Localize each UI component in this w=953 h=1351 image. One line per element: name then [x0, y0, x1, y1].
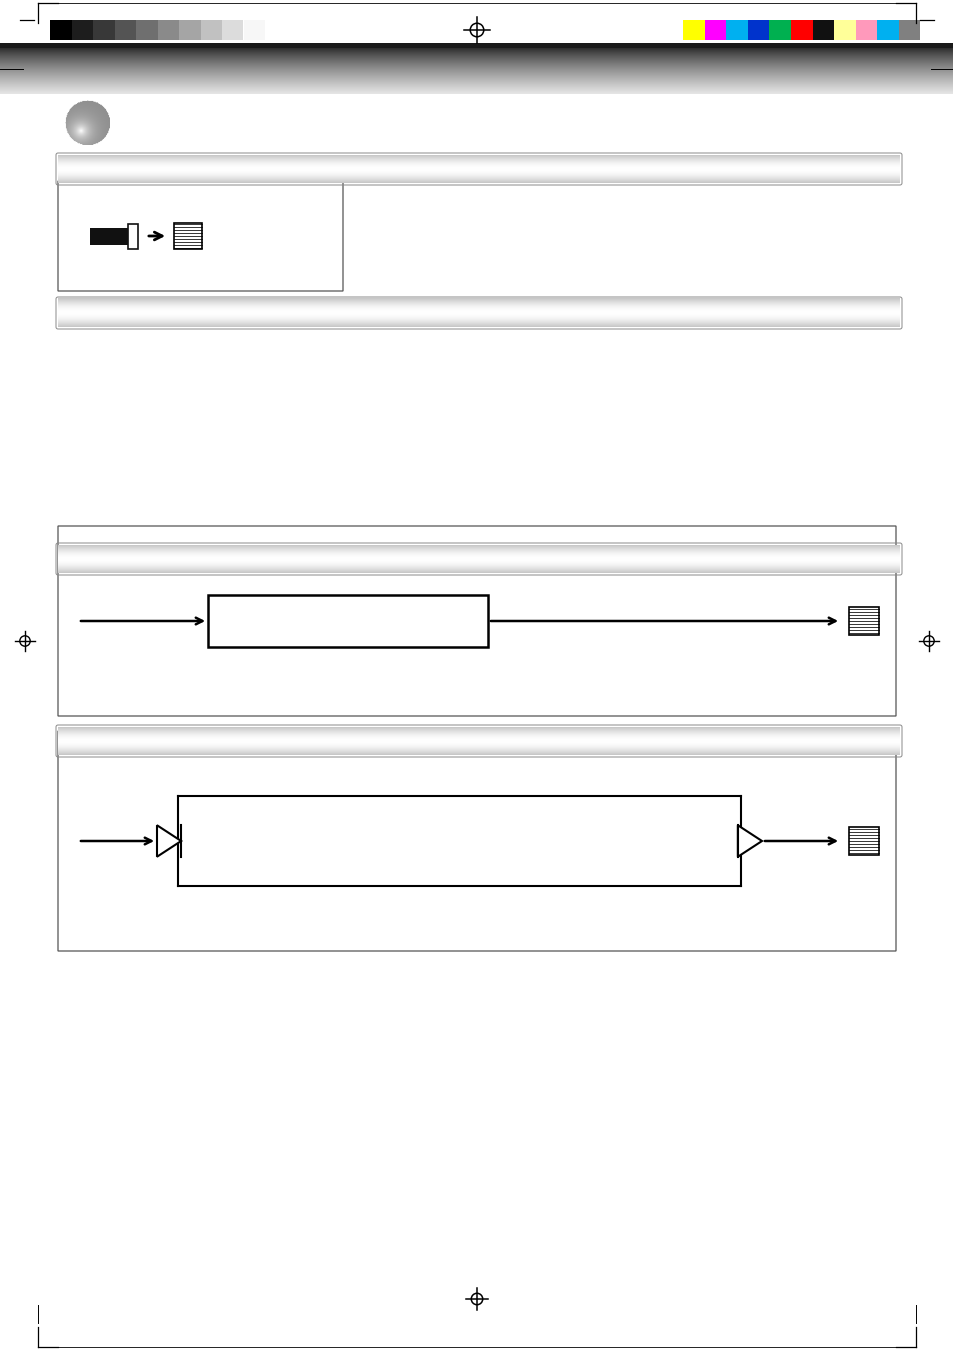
Bar	[71, 20, 92, 41]
Bar	[833, 20, 855, 41]
Bar	[682, 20, 704, 41]
FancyBboxPatch shape	[58, 731, 895, 951]
Bar	[790, 20, 812, 41]
Bar	[726, 20, 747, 41]
Bar	[128, 223, 138, 249]
Bar	[769, 20, 790, 41]
Bar	[179, 20, 200, 41]
FancyBboxPatch shape	[58, 181, 343, 290]
Bar	[265, 20, 286, 41]
Bar	[222, 20, 243, 41]
Bar	[173, 223, 202, 249]
Bar	[898, 20, 919, 41]
Bar	[0, 43, 953, 47]
Polygon shape	[157, 825, 181, 857]
FancyBboxPatch shape	[58, 526, 895, 716]
Bar	[157, 20, 179, 41]
Bar	[114, 20, 136, 41]
Bar	[90, 227, 128, 245]
Bar	[848, 827, 878, 855]
Bar	[747, 20, 769, 41]
Bar	[243, 20, 265, 41]
Bar	[876, 20, 898, 41]
Bar	[200, 20, 222, 41]
Bar	[855, 20, 876, 41]
Bar	[848, 607, 878, 635]
Bar	[704, 20, 726, 41]
Bar	[92, 20, 114, 41]
Bar	[812, 20, 833, 41]
Bar	[208, 594, 488, 647]
Polygon shape	[737, 825, 761, 857]
Bar	[136, 20, 157, 41]
Bar	[50, 20, 71, 41]
